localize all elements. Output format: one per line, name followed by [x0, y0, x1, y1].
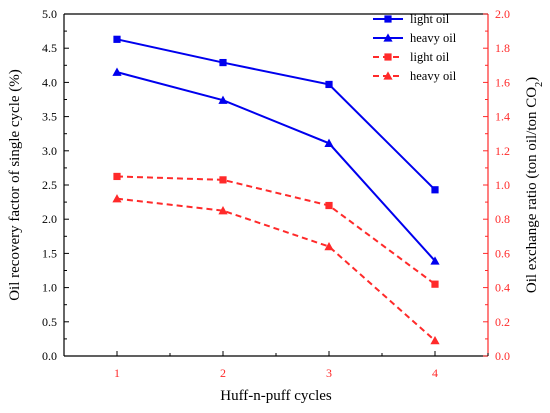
left-tick-label: 2.5 [42, 178, 57, 192]
data-point [112, 194, 122, 203]
series-line [116, 175, 436, 285]
data-point [325, 201, 333, 210]
series-line [116, 197, 436, 342]
series-layer [112, 35, 440, 345]
right-tick-label: 1.2 [495, 144, 510, 158]
data-point [218, 95, 228, 104]
left-tick-label: 3.5 [42, 110, 57, 124]
left-tick-label: 2.0 [42, 212, 57, 226]
right-tick-label: 1.0 [495, 178, 510, 192]
data-point [431, 280, 439, 288]
left-tick-label: 4.5 [42, 41, 57, 55]
legend: light oil heavy oil light oil heavy oil [373, 12, 457, 83]
x-tick-label: 4 [432, 366, 438, 380]
legend-label: heavy oil [410, 31, 457, 45]
legend-label: light oil [410, 12, 450, 26]
series-1 [112, 67, 440, 265]
left-tick-label: 0.5 [42, 315, 57, 329]
data-point [430, 336, 440, 345]
legend-entry-1: heavy oil [373, 31, 457, 45]
left-tick-label: 5.0 [42, 7, 57, 21]
legend-marker [383, 33, 393, 42]
data-point [325, 80, 333, 89]
series-2 [113, 172, 439, 288]
left-tick-label: 1.5 [42, 246, 57, 260]
series-3 [112, 194, 440, 345]
right-tick-label: 1.8 [495, 41, 510, 55]
data-point [431, 186, 439, 194]
legend-marker [384, 53, 392, 61]
data-point [113, 172, 121, 181]
left-tick-label: 0.0 [42, 349, 57, 363]
data-point [430, 256, 440, 265]
legend-entry-0: light oil [373, 12, 450, 26]
right-tick-label: 1.6 [495, 75, 510, 89]
right-tick-label: 0.6 [495, 246, 510, 260]
data-point [219, 176, 227, 184]
x-tick-label: 1 [114, 366, 120, 380]
series-line [116, 38, 436, 191]
data-point [112, 67, 122, 76]
right-tick-label: 2.0 [495, 7, 510, 21]
series-line [116, 71, 436, 262]
x-tick-label: 2 [220, 366, 226, 380]
x-axis-title: Huff-n-puff cycles [220, 388, 332, 404]
right-tick-label: 1.4 [495, 110, 510, 124]
right-tick-label: 0.4 [495, 281, 510, 295]
right-tick-label: 0.2 [495, 315, 510, 329]
legend-label: light oil [410, 50, 450, 64]
x-tick-label: 3 [326, 366, 332, 380]
legend-marker [384, 15, 392, 23]
legend-entry-3: heavy oil [373, 69, 457, 83]
legend-label: heavy oil [410, 69, 457, 83]
data-point [324, 241, 334, 251]
axes: 0.0 0.5 1.0 1.5 2.0 2.5 3.0 3.5 4.0 4.5 5.0 0.0 0.2 0… [42, 7, 510, 380]
right-tick-label: 0.0 [495, 349, 510, 363]
data-point [219, 58, 227, 67]
legend-entry-2: light oil [373, 50, 450, 64]
right-axis-title: Oil exchange ratio (ton oil/ton CO2) [524, 77, 545, 293]
right-tick-label: 0.8 [495, 212, 510, 226]
data-point [113, 35, 121, 43]
data-point [324, 138, 334, 147]
series-0 [113, 35, 439, 194]
left-tick-label: 3.0 [42, 144, 57, 158]
data-point [218, 206, 228, 215]
left-tick-label: 4.0 [42, 75, 57, 89]
legend-marker [383, 71, 393, 80]
axis-titles: Huff-n-puff cycles Oil recovery factor of… [7, 69, 545, 404]
left-tick-label: 1.0 [42, 281, 57, 295]
left-axis-title: Oil recovery factor of single cycle (%) [7, 69, 23, 301]
